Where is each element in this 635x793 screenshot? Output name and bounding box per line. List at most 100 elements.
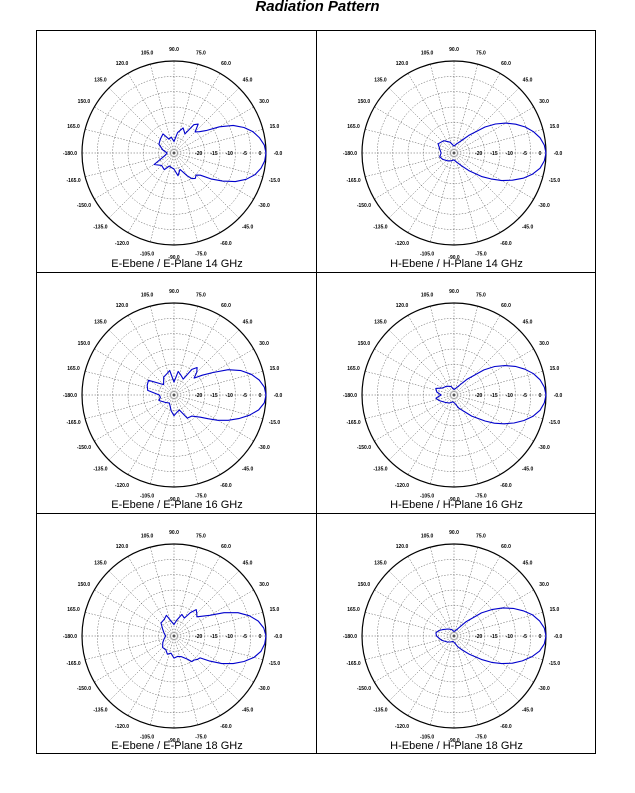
grid-spoke	[453, 547, 479, 637]
polar-chart: 90.0 75.0 60.0 45.0 30.0 15.0 -0.0 -15.0 -30.0 -4…	[343, 47, 563, 261]
angle-tick-label: -120.0	[395, 241, 409, 247]
angle-tick-label: -15.0	[549, 178, 561, 184]
grid-spoke	[108, 329, 175, 396]
grid-spoke	[453, 611, 543, 637]
radial-tick-label: 0	[539, 634, 542, 640]
angle-tick-label: 120.0	[396, 303, 409, 309]
grid-spoke	[429, 394, 455, 484]
chart-caption: H-Ebene / H-Plane 16 GHz	[390, 499, 523, 511]
grid-spoke	[94, 394, 175, 442]
angle-tick-label: 105.0	[141, 534, 154, 540]
grid-spoke	[374, 106, 455, 154]
grid-spoke	[149, 394, 175, 484]
angle-tick-label: 150.0	[78, 341, 91, 347]
angle-tick-label: 150.0	[358, 341, 371, 347]
angle-tick-label: 75.0	[476, 51, 486, 57]
radial-tick-label: -10	[226, 151, 233, 157]
angle-tick-label: 60.0	[501, 61, 511, 67]
grid-spoke	[453, 152, 534, 200]
angle-tick-label: 60.0	[221, 544, 231, 550]
angle-tick-label: 45.0	[523, 560, 533, 566]
radial-tick-label: -15	[490, 151, 497, 157]
grid-spoke	[429, 306, 455, 396]
grid-spoke	[453, 394, 479, 484]
grid-spoke	[388, 394, 455, 461]
radial-tick-label: -15	[210, 634, 217, 640]
angle-tick-label: -30.0	[538, 203, 550, 209]
grid-spoke	[453, 635, 479, 725]
grid-spoke	[453, 589, 534, 637]
grid-spoke	[453, 394, 543, 420]
angle-tick-label: -150.0	[357, 445, 371, 451]
grid-spoke	[149, 547, 175, 637]
grid-spoke	[453, 128, 543, 154]
grid-spoke	[173, 635, 254, 683]
polar-chart-cell: 90.0 75.0 60.0 45.0 30.0 15.0 -0.0 -15.0 -30.0 -4…	[37, 31, 317, 272]
angle-tick-label: 75.0	[476, 293, 486, 299]
angle-tick-label: -30.0	[258, 203, 270, 209]
angle-tick-label: -30.0	[538, 445, 550, 451]
angle-tick-label: 75.0	[196, 534, 206, 540]
angle-tick-label: 105.0	[141, 51, 154, 57]
angle-tick-label: 135.0	[94, 560, 107, 566]
angle-tick-label: -0.0	[274, 634, 283, 640]
polar-chart-cell: 90.0 75.0 60.0 45.0 30.0 15.0 -0.0 -15.0 -30.0 -4…	[316, 31, 596, 272]
angle-tick-label: 90.0	[449, 530, 459, 536]
angle-tick-label: -75.0	[195, 734, 207, 740]
grid-spoke	[407, 556, 455, 637]
grid-spoke	[173, 635, 221, 716]
radiation-pattern-grid: 90.0 75.0 60.0 45.0 30.0 15.0 -0.0 -15.0 -30.0 -4…	[36, 30, 596, 754]
radial-tick-label: 0	[539, 393, 542, 399]
grid-ring	[97, 559, 251, 713]
angle-tick-label: 90.0	[169, 47, 179, 53]
angle-tick-label: 15.0	[270, 124, 280, 130]
angle-tick-label: -180.0	[343, 393, 357, 399]
grid-spoke	[149, 635, 175, 725]
grid-spoke	[173, 394, 263, 420]
angle-tick-label: 75.0	[476, 534, 486, 540]
grid-ring	[97, 76, 251, 230]
grid-spoke	[173, 87, 240, 154]
grid-spoke	[149, 306, 175, 396]
angle-tick-label: -60.0	[220, 724, 232, 730]
grid-spoke	[453, 152, 479, 242]
grid-spoke	[173, 315, 221, 396]
angle-tick-label: -15.0	[269, 661, 281, 667]
angle-tick-label: -150.0	[77, 445, 91, 451]
angle-tick-label: -15.0	[269, 420, 281, 426]
angle-tick-label: -135.0	[373, 225, 387, 231]
grid-spoke	[374, 589, 455, 637]
grid-spoke	[388, 570, 455, 637]
angle-tick-label: 120.0	[116, 544, 129, 550]
grid-spoke	[453, 106, 534, 154]
grid-spoke	[85, 370, 175, 396]
angle-tick-label: -90.0	[448, 255, 460, 261]
angle-tick-label: -0.0	[554, 634, 563, 640]
grid-spoke	[173, 73, 221, 154]
grid-spoke	[94, 589, 175, 637]
angle-tick-label: 150.0	[358, 99, 371, 105]
grid-spoke	[127, 152, 175, 233]
polar-chart-cell: 90.0 75.0 60.0 45.0 30.0 15.0 -0.0 -15.0 -30.0 -4…	[316, 272, 596, 513]
radial-tick-label: -10	[506, 151, 513, 157]
angle-tick-label: 45.0	[243, 560, 253, 566]
angle-tick-label: -135.0	[93, 225, 107, 231]
radial-tick-label: -5	[242, 393, 247, 399]
angle-tick-label: 15.0	[550, 124, 560, 130]
angle-tick-label: -105.0	[140, 734, 154, 740]
angle-tick-label: 75.0	[196, 293, 206, 299]
angle-tick-label: 135.0	[374, 319, 387, 325]
grid-spoke	[173, 570, 240, 637]
polar-chart: 90.0 75.0 60.0 45.0 30.0 15.0 -0.0 -15.0 -30.0 -4…	[63, 530, 283, 744]
angle-tick-label: 90.0	[169, 530, 179, 536]
grid-spoke	[388, 152, 455, 219]
angle-tick-label: 45.0	[243, 319, 253, 325]
grid-ring	[377, 559, 531, 713]
grid-spoke	[173, 589, 254, 637]
angle-tick-label: -165.0	[66, 661, 80, 667]
angle-tick-label: -15.0	[269, 178, 281, 184]
chart-caption: H-Ebene / H-Plane 14 GHz	[390, 258, 523, 270]
chart-caption: E-Ebene / E-Plane 18 GHz	[111, 740, 243, 752]
pattern-trace	[153, 123, 267, 183]
grid-spoke	[108, 394, 175, 461]
